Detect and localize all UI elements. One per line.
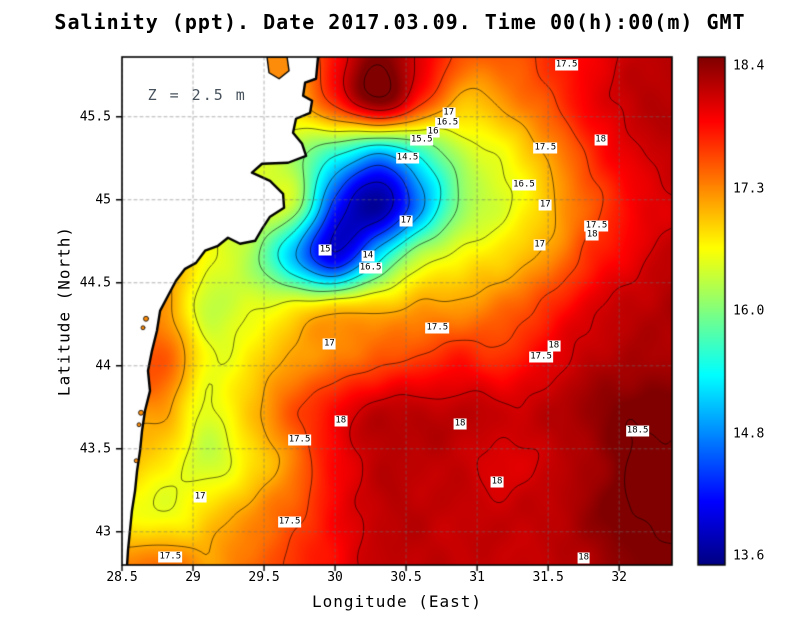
x-tick-label: 29 bbox=[185, 570, 201, 585]
contour-label: 16.5 bbox=[358, 262, 383, 274]
contour-label: 14 bbox=[361, 250, 375, 262]
y-tick-label: 44.5 bbox=[79, 275, 111, 291]
contour-label: 15 bbox=[318, 244, 332, 256]
contour-label: 17 bbox=[399, 215, 413, 227]
y-axis-label: Latitude (North) bbox=[54, 225, 74, 397]
contour-label: 18 bbox=[490, 476, 504, 488]
chart-title: Salinity (ppt). Date 2017.03.09. Time 00… bbox=[54, 10, 746, 34]
y-tick-label: 43.5 bbox=[79, 441, 111, 457]
contour-label: 17 bbox=[322, 338, 336, 350]
y-tick-label: 43 bbox=[95, 524, 111, 540]
contour-label: 17.5 bbox=[158, 551, 183, 563]
x-tick-label: 31.5 bbox=[532, 570, 564, 585]
contour-label: 16 bbox=[426, 126, 440, 138]
contour-label: 17.5 bbox=[554, 59, 579, 71]
contour-label: 18 bbox=[547, 340, 561, 352]
x-tick-label: 31 bbox=[469, 570, 485, 585]
contour-label: 17 bbox=[533, 239, 547, 251]
colorbar-label: 17.3 bbox=[733, 181, 765, 196]
contour-label: 17.5 bbox=[533, 142, 558, 154]
x-tick-label: 30.5 bbox=[390, 570, 422, 585]
x-tick-label: 32 bbox=[611, 570, 627, 585]
colorbar-label: 14.8 bbox=[733, 426, 765, 441]
contour-label: 17.5 bbox=[277, 516, 302, 528]
contour-label: 18 bbox=[453, 418, 467, 430]
contour-label: 17.5 bbox=[584, 220, 609, 232]
contour-label: 14.5 bbox=[395, 152, 420, 164]
y-tick-label: 45 bbox=[95, 192, 111, 208]
y-tick-label: 45.5 bbox=[79, 109, 111, 125]
x-axis-label: Longitude (East) bbox=[311, 592, 483, 611]
contour-label: 18 bbox=[594, 134, 608, 146]
contour-label: 17.5 bbox=[529, 351, 553, 363]
depth-annotation: Z = 2.5 m bbox=[147, 85, 247, 104]
contour-label: 17 bbox=[193, 491, 207, 503]
contour-label: 18.5 bbox=[625, 425, 650, 437]
contour-label: 16.5 bbox=[512, 179, 536, 191]
contour-label: 18 bbox=[334, 415, 348, 427]
colorbar-label: 18.4 bbox=[733, 58, 765, 74]
y-tick-label: 44 bbox=[95, 358, 111, 374]
colorbar-label: 13.6 bbox=[733, 548, 765, 564]
contour-label: 18 bbox=[585, 229, 599, 241]
contour-label: 17.5 bbox=[425, 322, 450, 334]
contour-label: 17 bbox=[538, 199, 552, 211]
contour-label: 16.5 bbox=[435, 117, 460, 129]
colorbar-label: 16.0 bbox=[733, 303, 765, 319]
contour-label: 15.5 bbox=[409, 134, 434, 146]
contour-label: 17 bbox=[442, 107, 456, 119]
x-tick-label: 29.5 bbox=[248, 570, 280, 585]
x-tick-label: 30 bbox=[327, 570, 343, 585]
contour-label: 18 bbox=[577, 552, 591, 564]
x-tick-label: 28.5 bbox=[106, 570, 138, 585]
contour-label: 17.5 bbox=[287, 434, 312, 446]
